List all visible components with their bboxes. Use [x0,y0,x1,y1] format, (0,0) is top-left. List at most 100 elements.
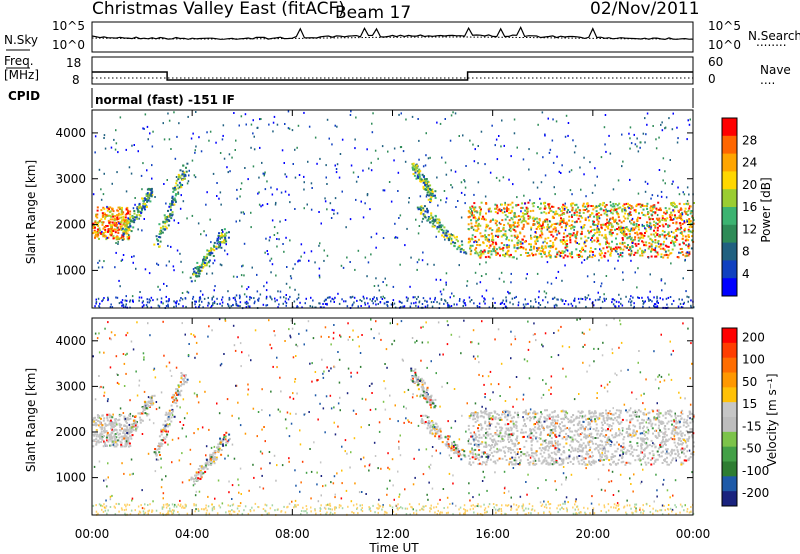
power-cell-2816 [324,200,327,203]
power-cell-2935 [580,226,582,229]
power-cell-2924 [210,241,212,244]
power-cell-66 [538,223,541,226]
power-cell-3451 [168,298,170,300]
power-cell-2554 [252,119,254,122]
power-cell-165 [511,256,514,259]
velocity-cell-252 [553,423,556,426]
power-cell-2231 [429,192,432,195]
power-cell-3047 [294,288,296,291]
power-cell-81 [533,202,536,204]
power-cell-1949 [198,265,201,268]
velocity-cell-325 [553,451,556,454]
velocity-cell-1101 [499,432,502,434]
power-cell-337 [568,225,571,227]
power-cell-671 [688,218,691,220]
power-cell-1252 [480,201,483,204]
power-cell-2739 [545,292,548,295]
velocity-cell-130 [514,438,517,441]
power-cell-1315 [551,230,554,233]
power-cell-1643 [127,212,130,215]
power-cell-2679 [425,195,428,198]
power-cell-1383 [689,230,692,233]
power-cell-2392 [236,197,238,200]
power-cell-422 [554,238,557,241]
velocity-cell-408 [558,449,561,452]
power-cell-1988 [197,272,200,275]
velocity-cell-500 [652,456,655,459]
date-label: 02/Nov/2011 [590,0,700,19]
power-cell-372 [503,255,506,258]
power-cell-2507 [100,188,102,191]
power-cell-3036 [232,297,235,300]
velocity-cell-140 [485,443,488,446]
power-cell-1177 [675,238,678,241]
velocity-cell-759 [680,461,683,464]
power-cell-3207 [115,296,117,299]
velocity-cell-508 [641,432,644,435]
power-cell-2601 [445,173,448,176]
power-cell-470 [690,210,693,212]
power-cell-2881 [219,191,222,194]
power-cell-576 [643,225,645,227]
power-cell-3011 [574,145,577,148]
power-cell-2127 [462,249,465,252]
power-cell-2997 [252,165,255,168]
power-cell-1865 [159,230,162,233]
power-cell-552 [666,217,669,220]
velocity-cell-406 [529,428,532,431]
velocity-cell-386 [568,427,571,430]
power-cell-144 [675,217,678,220]
power-cell-3531 [216,303,219,305]
power-cell-3198 [443,302,445,305]
power-cell-2952 [141,188,143,191]
power-cell-1031 [508,224,511,227]
velocity-cell-1046 [654,460,657,463]
velocity-cell-841 [508,436,511,439]
power-cell-3527 [659,297,661,300]
power-cell-3020 [366,194,369,197]
power-cell-3187 [284,300,287,303]
power-cell-2726 [439,122,442,125]
power-cell-2798 [382,237,385,239]
velocity-cell-893 [507,434,510,436]
velocity-cell-40 [477,453,480,456]
power-cell-2344 [400,112,402,115]
power-cell-3094 [546,281,549,284]
power-cell-39 [485,237,488,240]
velocity-cell-339 [636,442,639,445]
power-cell-3089 [364,202,366,205]
velocity-cell-606 [673,434,676,437]
power-cell-864 [487,208,490,211]
power-cell-2673 [346,256,348,259]
power-cell-1965 [197,266,200,268]
power-cell-631 [648,216,650,219]
power-cell-2531 [449,139,452,142]
power-cell-1550 [127,238,130,241]
power-cell-2362 [418,158,420,161]
velocity-cell-1082 [640,446,643,449]
power-cell-3578 [198,296,201,299]
power-cell-925 [573,214,576,216]
power-cell-282 [579,215,582,218]
power-cell-134 [495,251,498,254]
velocity-cell-323 [472,425,475,427]
power-cell-1434 [100,221,103,224]
power-cell-2092 [427,219,430,222]
power-cell-348 [574,240,577,243]
velocity-cell-1279 [670,419,673,422]
velocity-cell-1260 [660,420,663,423]
power-cell-1683 [126,219,129,222]
power-cell-2349 [316,162,318,165]
power-cell-2513 [151,177,153,180]
power-cell-2603 [644,227,646,230]
power-cell-2305 [186,182,189,185]
velocity-cell-290 [627,435,630,438]
power-cell-2075 [448,236,451,239]
power-cell-1188 [527,217,530,220]
velocity-cell-845 [469,450,472,453]
velocity-cell-55 [515,425,518,428]
power-cell-1527 [111,221,114,224]
power-cell-824 [488,227,491,230]
power-cell-3534 [387,301,389,303]
power-cell-3514 [207,296,209,299]
